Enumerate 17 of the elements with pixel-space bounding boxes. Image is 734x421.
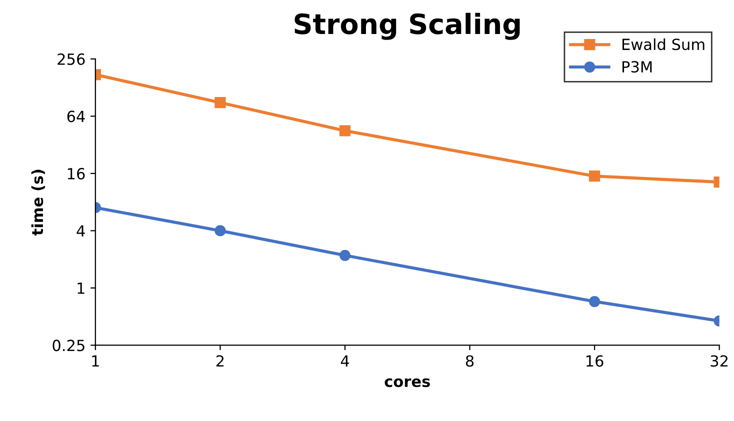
x-tick-label: 4 — [340, 355, 349, 367]
chart-title: Strong Scaling — [294, 12, 520, 40]
x-tick-label: 32 — [710, 355, 728, 367]
x-tick-label: 2 — [216, 355, 224, 367]
y-tick-label: 256 — [58, 53, 85, 65]
x-tick-label: 8 — [466, 355, 474, 367]
y-tick-label: 16 — [68, 168, 85, 180]
legend-label: P3M — [622, 61, 652, 73]
legend-label: Ewald Sum — [622, 38, 704, 50]
x-tick-label: 1 — [92, 355, 99, 367]
y-tick-label: 64 — [67, 110, 85, 122]
y-axis-title: time (s) — [31, 170, 45, 236]
x-tick-label: 16 — [586, 355, 604, 367]
y-tick-label: 1 — [78, 282, 84, 294]
x-axis-title: cores — [384, 378, 430, 388]
y-tick-label: 0.25 — [52, 340, 84, 352]
y-tick-label: 4 — [76, 225, 85, 237]
